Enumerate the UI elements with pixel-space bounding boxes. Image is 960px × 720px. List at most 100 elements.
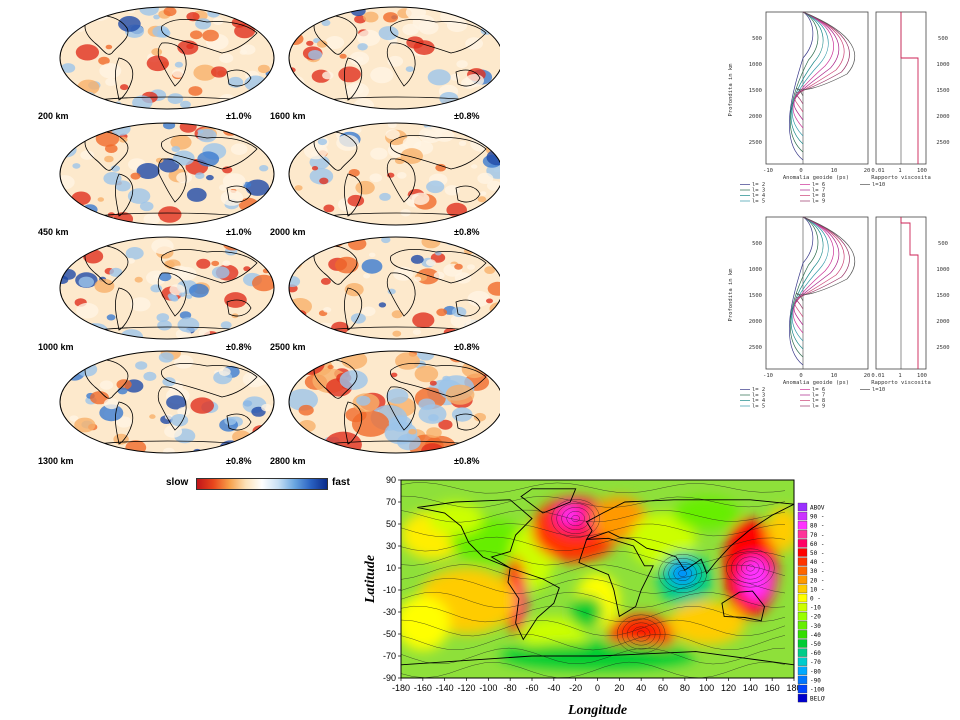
depth-tick: 1500 bbox=[749, 88, 762, 94]
visc-tick: 1 bbox=[898, 168, 901, 174]
anomaly-blob bbox=[310, 238, 325, 249]
anomaly-blob bbox=[476, 237, 499, 246]
anomaly-blob bbox=[352, 126, 362, 134]
panel-label-450: 450 km bbox=[38, 227, 69, 237]
kernel-curve bbox=[796, 216, 856, 302]
kernel-curve bbox=[794, 11, 845, 113]
panel-range-2800: ±0.8% bbox=[454, 456, 480, 466]
africa-outline bbox=[386, 42, 416, 87]
panel-label-1600: 1600 km bbox=[270, 111, 306, 121]
anomaly-blob bbox=[186, 187, 207, 202]
anomaly-blob bbox=[185, 294, 193, 299]
anomaly-blob bbox=[232, 7, 249, 17]
antarctica-outline bbox=[325, 326, 472, 331]
x-tick-label: 40 bbox=[636, 683, 646, 693]
legend-label: 50 - 60 bbox=[810, 550, 825, 557]
map-border bbox=[59, 350, 275, 454]
anomaly-blob bbox=[190, 397, 214, 414]
anomaly-blob bbox=[477, 237, 495, 249]
anomaly-blob bbox=[297, 209, 307, 215]
geoid-anomaly bbox=[521, 617, 587, 651]
anomaly-blob bbox=[289, 388, 318, 411]
legend-label: l= 7 bbox=[812, 188, 825, 194]
x-tick-label: -80 bbox=[504, 683, 517, 693]
anomaly-blob bbox=[417, 351, 435, 361]
legend-label: -10 - 0 bbox=[810, 605, 825, 612]
anomaly-blob bbox=[130, 297, 151, 312]
anomaly-blob bbox=[418, 126, 443, 144]
north-america-outline bbox=[84, 131, 129, 171]
legend-swatch bbox=[797, 521, 808, 530]
anomaly-blob bbox=[370, 66, 394, 84]
anomaly-blob bbox=[219, 53, 234, 64]
anomaly-blob bbox=[289, 141, 296, 146]
x-tick-label: 100 bbox=[699, 683, 714, 693]
anomaly-blob bbox=[259, 165, 269, 172]
anomaly-blob bbox=[158, 206, 182, 223]
kernel-curve bbox=[794, 216, 845, 318]
legend-swatch bbox=[797, 539, 808, 548]
anomaly-blob bbox=[325, 36, 345, 49]
legend-label: 40 - 50 bbox=[810, 559, 825, 566]
anomaly-blob bbox=[238, 357, 248, 364]
anomaly-blob bbox=[465, 37, 483, 50]
anomaly-blob bbox=[255, 207, 270, 217]
anomaly-blob bbox=[459, 238, 472, 247]
anomaly-blob bbox=[492, 316, 500, 326]
anomaly-blob bbox=[475, 211, 500, 225]
anomaly-blob bbox=[103, 172, 122, 185]
legend-swatch bbox=[797, 557, 808, 566]
legend-label: l= 2 bbox=[752, 182, 765, 188]
anomaly-blob bbox=[118, 16, 141, 32]
anomaly-blob bbox=[60, 175, 75, 190]
anomaly-blob bbox=[477, 172, 494, 184]
tomography-panel bbox=[59, 236, 275, 340]
anomaly-blob bbox=[171, 146, 181, 152]
anomaly-blob bbox=[193, 64, 217, 81]
geoid-anomaly bbox=[570, 595, 603, 629]
depth-tick-right: 2000 bbox=[936, 319, 949, 325]
contour-ring bbox=[556, 503, 595, 534]
anomaly-blob bbox=[289, 362, 305, 376]
anomaly-blob bbox=[378, 26, 399, 41]
kernel-curve bbox=[792, 11, 834, 129]
x-tick-label: 120 bbox=[721, 683, 736, 693]
anomaly-blob bbox=[250, 126, 268, 139]
legend-label: -90 - -80 bbox=[810, 677, 825, 684]
legend-label: 90 - 100 bbox=[810, 514, 825, 521]
map-border bbox=[288, 6, 500, 110]
anomaly-blob bbox=[361, 306, 376, 317]
anomaly-blob bbox=[105, 144, 118, 153]
anomaly-blob bbox=[87, 123, 97, 130]
legend-swatch bbox=[797, 502, 808, 512]
legend-label: l= 4 bbox=[752, 398, 766, 404]
depth-tick: 500 bbox=[752, 241, 762, 247]
viscosity-profile bbox=[900, 217, 919, 369]
panel-label-2800: 2800 km bbox=[270, 456, 306, 466]
panel-label-2500: 2500 km bbox=[270, 342, 306, 352]
contour-ring bbox=[626, 622, 656, 646]
anomaly-blob bbox=[323, 204, 335, 213]
kernel-curve bbox=[796, 11, 856, 97]
anomaly-blob bbox=[289, 249, 302, 264]
coastlines bbox=[84, 15, 258, 101]
anomaly-blob bbox=[95, 130, 120, 147]
legend-swatch bbox=[797, 666, 808, 675]
antarctica-outline bbox=[96, 440, 243, 445]
kernel-xlabel: Anomalia geoide (ps) bbox=[783, 175, 849, 181]
australia-outline bbox=[455, 299, 481, 317]
depth-tick-right: 500 bbox=[938, 241, 948, 247]
anomaly-blob bbox=[338, 66, 361, 83]
anomaly-blob bbox=[60, 251, 67, 258]
anomaly-blob bbox=[176, 172, 192, 184]
anomaly-blob bbox=[471, 164, 478, 169]
anomaly-blob bbox=[353, 98, 375, 109]
legend-swatch bbox=[797, 612, 808, 621]
eurasia-outline bbox=[161, 134, 258, 170]
kernel-curve bbox=[791, 216, 829, 342]
anomaly-blob bbox=[356, 56, 364, 62]
depth-tick-right: 1000 bbox=[936, 267, 949, 273]
anomaly-blob bbox=[426, 259, 436, 267]
map-border bbox=[288, 122, 500, 226]
x-tick-label: -160 bbox=[414, 683, 432, 693]
